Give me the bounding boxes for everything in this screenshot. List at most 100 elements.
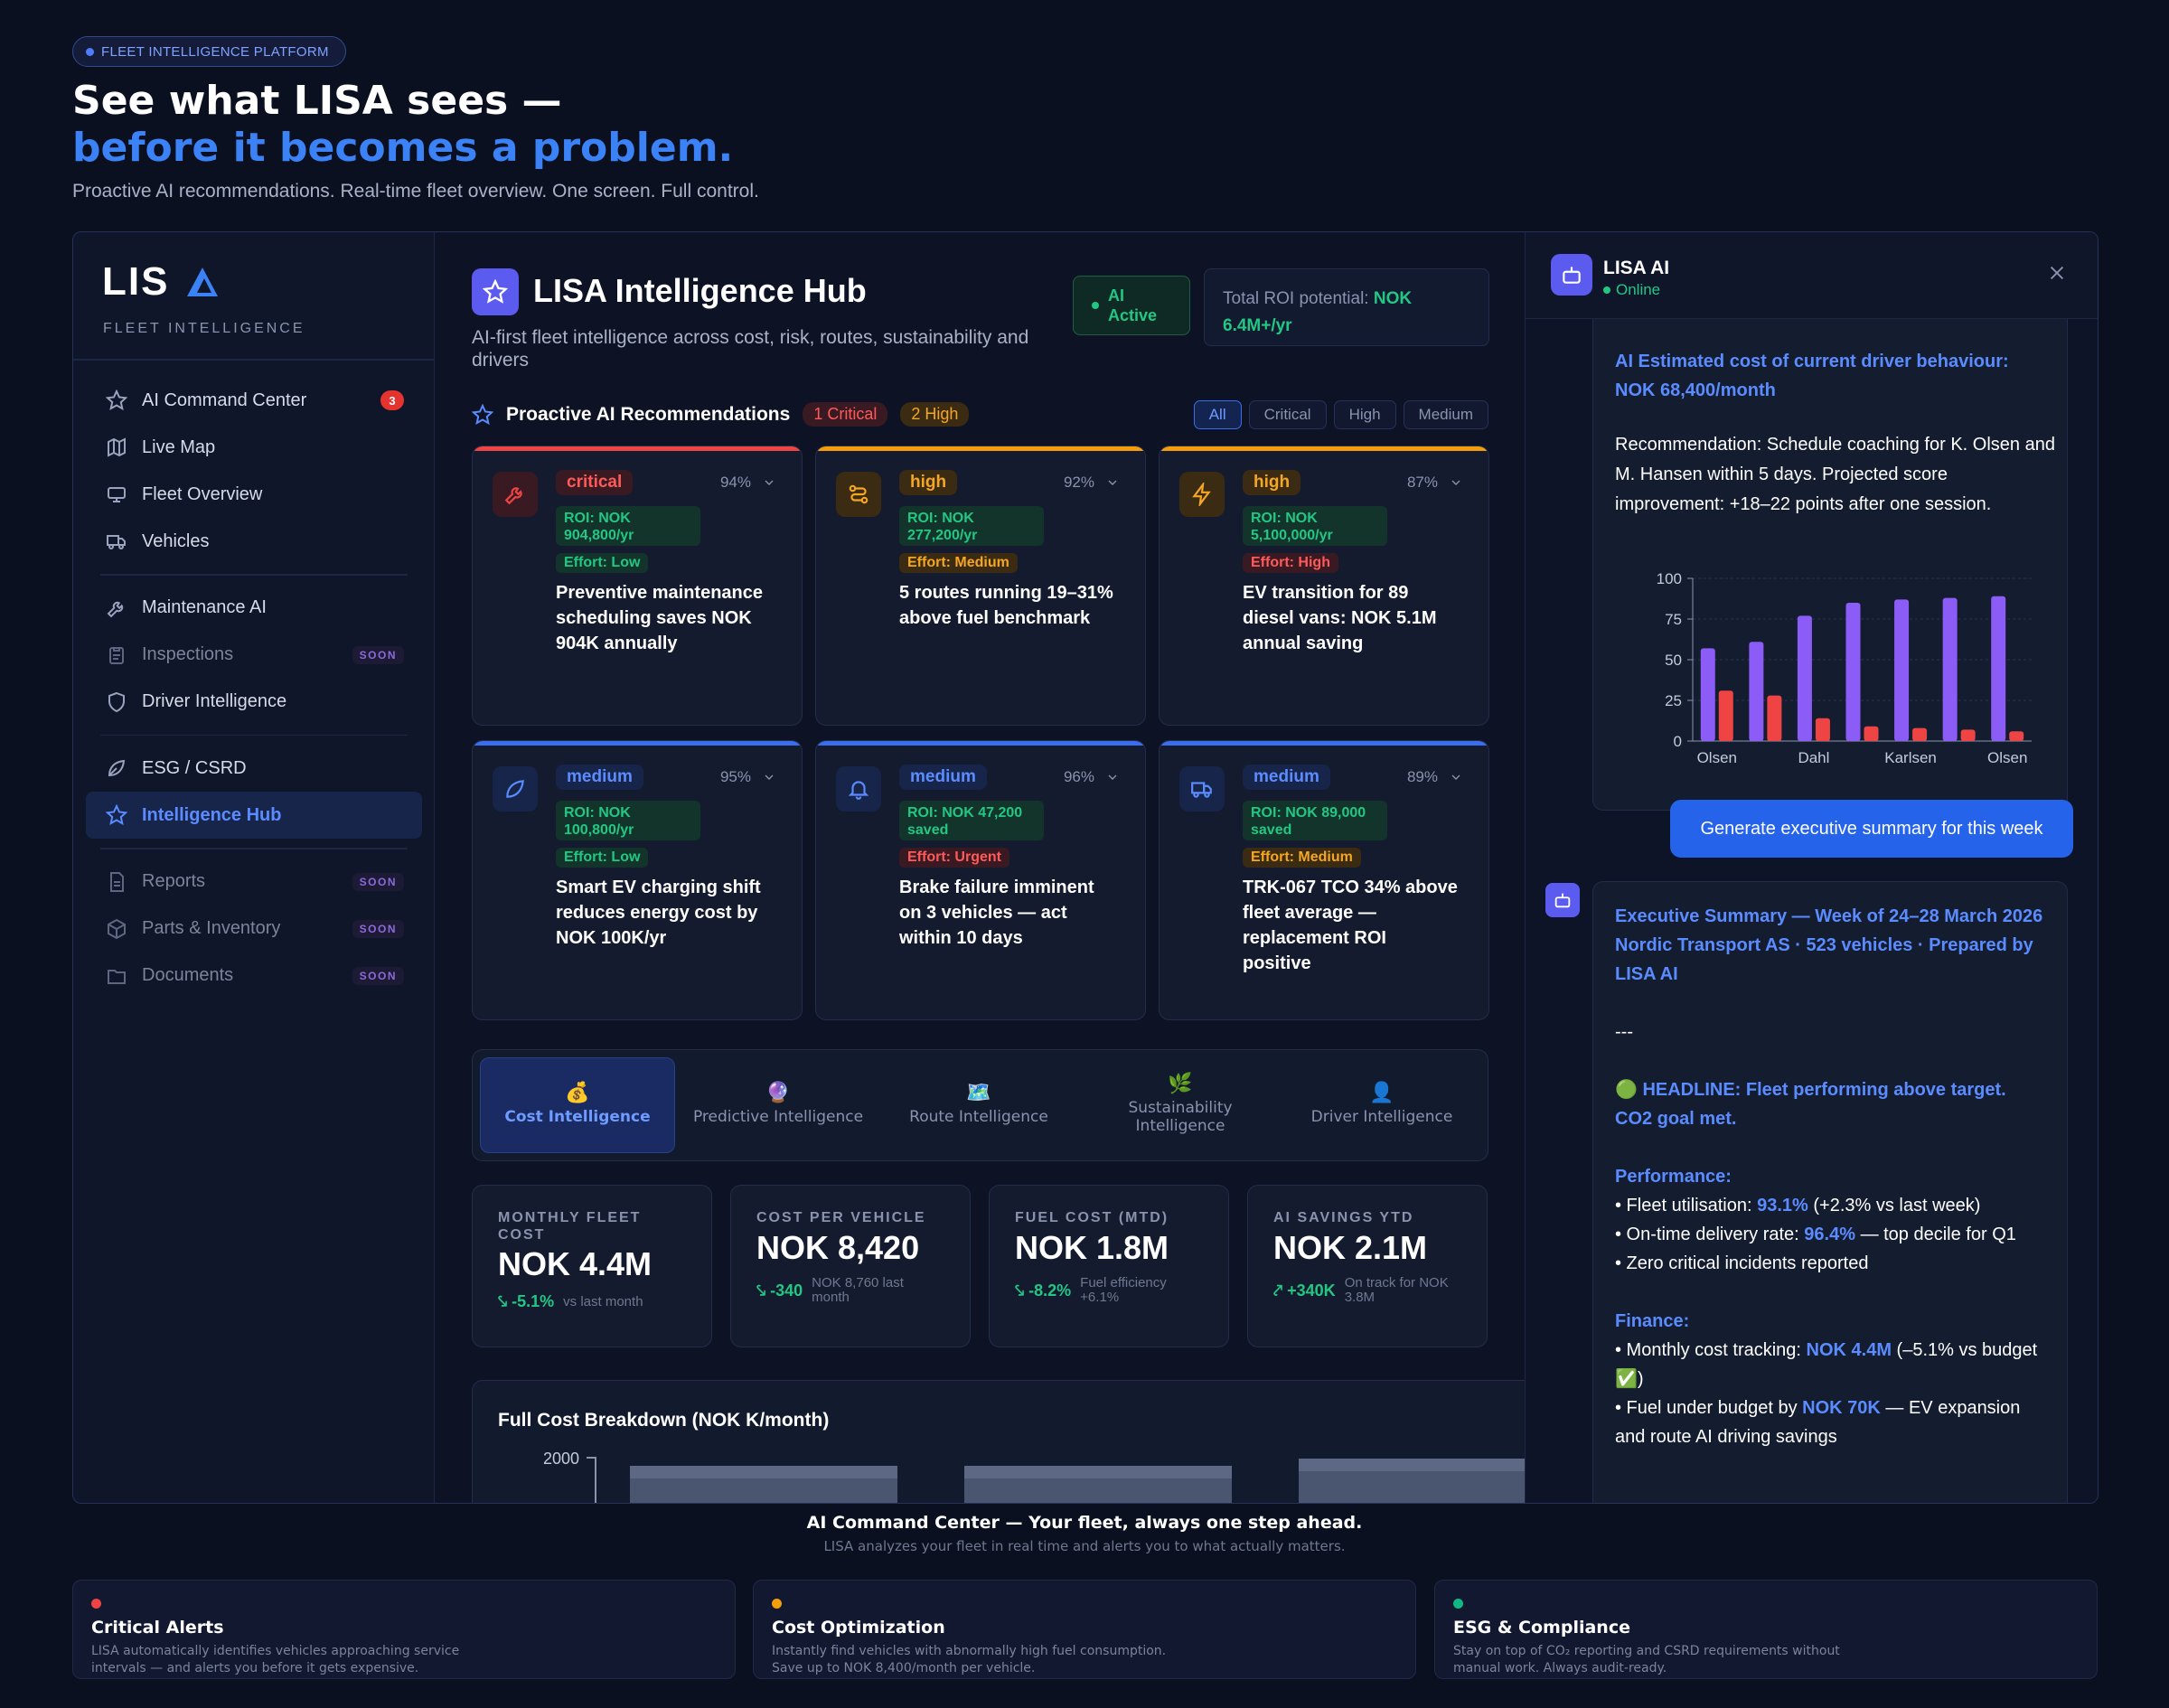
recommendation-text: Brake failure imminent on 3 vehicles — a… bbox=[899, 877, 1094, 948]
nav-divider bbox=[100, 574, 408, 576]
hub-star-icon bbox=[472, 268, 519, 315]
robot-icon bbox=[1551, 254, 1592, 296]
recommendation-card[interactable]: high 92% ROI: NOK 277,200/yr Effort: Med… bbox=[815, 446, 1146, 726]
truck-icon bbox=[104, 529, 129, 554]
severity-badge: medium bbox=[899, 765, 987, 790]
kpi-ai-savings-ytd: AI SAVINGS YTD NOK 2.1M ⤤ +340K On track … bbox=[1247, 1185, 1488, 1347]
chevron-down-icon bbox=[1108, 480, 1117, 485]
sidebar-item-parts-inventory[interactable]: Parts & Inventory SOON bbox=[86, 906, 422, 953]
orange-dot bbox=[772, 1599, 782, 1609]
bar bbox=[1894, 599, 1910, 741]
recommendation-text: 5 routes running 19–31% above fuel bench… bbox=[899, 583, 1113, 628]
cost-breakdown-chart: Full Cost Breakdown (NOK K/month) 2000 bbox=[472, 1380, 1566, 1503]
confidence[interactable]: 94% bbox=[720, 474, 776, 492]
confidence[interactable]: 96% bbox=[1064, 768, 1120, 786]
file-icon bbox=[104, 869, 129, 895]
filter-medium[interactable]: Medium bbox=[1403, 400, 1488, 429]
sidebar-item-maintenance-ai[interactable]: Maintenance AI bbox=[86, 585, 422, 632]
roi-badge: ROI: NOK 89,000 saved bbox=[1243, 801, 1387, 840]
app-window: LIS FLEET INTELLIGENCE AI Command Center… bbox=[72, 231, 2099, 1504]
status-dot bbox=[1092, 302, 1099, 309]
breakdown-bar bbox=[1299, 1459, 1566, 1503]
sidebar-item-fleet-overview[interactable]: Fleet Overview bbox=[86, 471, 422, 518]
bar bbox=[1767, 695, 1782, 741]
severity-bar bbox=[473, 741, 802, 746]
tab-sustainability-intelligence[interactable]: 🌿 Sustainability Intelligence bbox=[1128, 1073, 1233, 1136]
sidebar-item-reports[interactable]: Reports SOON bbox=[86, 859, 422, 906]
soon-badge: SOON bbox=[352, 645, 404, 664]
sidebar-item-ai-command-center[interactable]: AI Command Center 3 bbox=[86, 377, 422, 424]
bar bbox=[1845, 603, 1861, 741]
herb-icon: 🌿 bbox=[1168, 1073, 1193, 1095]
severity-bar bbox=[816, 446, 1145, 451]
person-icon: 👤 bbox=[1369, 1082, 1394, 1104]
sidebar-item-vehicles[interactable]: Vehicles bbox=[86, 518, 422, 565]
filter-critical[interactable]: Critical bbox=[1248, 400, 1327, 429]
generate-summary-button[interactable]: Generate executive summary for this week bbox=[1670, 800, 2073, 858]
tab-driver-intelligence[interactable]: 👤 Driver Intelligence bbox=[1310, 1082, 1453, 1127]
effort-badge: Effort: Medium bbox=[899, 553, 1018, 573]
recommendation-card[interactable]: medium 89% ROI: NOK 89,000 saved Effort:… bbox=[1159, 740, 1489, 1020]
online-status: Online bbox=[1603, 281, 1660, 299]
status-dot bbox=[1603, 286, 1610, 294]
bar bbox=[2009, 731, 2024, 741]
sidebar-item-live-map[interactable]: Live Map bbox=[86, 424, 422, 471]
route-icon bbox=[836, 472, 881, 517]
severity-badge: high bbox=[1243, 470, 1301, 495]
sidebar-item-esg-csrd[interactable]: ESG / CSRD bbox=[86, 745, 422, 792]
soon-badge: SOON bbox=[352, 872, 404, 891]
y-tick-label: 50 bbox=[1665, 652, 1682, 669]
trend-down-icon: ⤥ -340 bbox=[756, 1281, 803, 1300]
sidebar-item-intelligence-hub[interactable]: Intelligence Hub bbox=[86, 792, 422, 839]
high-count-badge: 2 High bbox=[900, 402, 970, 427]
y-tick-label: 100 bbox=[1657, 570, 1682, 587]
tab-cost-intelligence[interactable]: 💰 Cost Intelligence bbox=[480, 1057, 675, 1153]
tab-predictive-intelligence[interactable]: 🔮 Predictive Intelligence bbox=[692, 1082, 864, 1127]
logo: LIS bbox=[102, 259, 219, 305]
bar bbox=[1718, 690, 1733, 741]
recommendation-card[interactable]: medium 96% ROI: NOK 47,200 saved Effort:… bbox=[815, 740, 1146, 1020]
confidence[interactable]: 87% bbox=[1407, 474, 1463, 492]
confidence[interactable]: 92% bbox=[1064, 474, 1120, 492]
map-icon: 🗺️ bbox=[966, 1082, 991, 1104]
effort-badge: Effort: Medium bbox=[1243, 848, 1361, 868]
severity-badge: high bbox=[899, 470, 958, 495]
confidence[interactable]: 89% bbox=[1407, 768, 1463, 786]
feature-card-esg-compliance: ESG & Compliance Stay on top of CO₂ repo… bbox=[1434, 1580, 2098, 1679]
recommendation-card[interactable]: critical 94% ROI: NOK 904,800/yr Effort:… bbox=[472, 446, 803, 726]
bar bbox=[1815, 718, 1830, 741]
sidebar-item-documents[interactable]: Documents SOON bbox=[86, 953, 422, 999]
filter-all[interactable]: All bbox=[1193, 400, 1242, 429]
trend-down-icon: ⤥ -5.1% bbox=[498, 1292, 555, 1310]
breakdown-bar bbox=[630, 1466, 897, 1503]
bell-icon bbox=[836, 766, 881, 812]
logo-a-icon bbox=[187, 267, 219, 296]
roi-potential: Total ROI potential: NOK 6.4M+/yr bbox=[1204, 268, 1489, 346]
breakdown-bar bbox=[964, 1466, 1232, 1503]
driver-score-chart: 0 25 50 75 100 Olsen Dahl Karlsen Olsen bbox=[1657, 570, 2032, 766]
tab-route-intelligence[interactable]: 🗺️ Route Intelligence bbox=[909, 1082, 1048, 1127]
sidebar-item-inspections[interactable]: Inspections SOON bbox=[86, 632, 422, 679]
alert-count-badge: 3 bbox=[380, 390, 404, 410]
bar bbox=[1960, 729, 1976, 741]
recommendation-card[interactable]: high 87% ROI: NOK 5,100,000/yr Effort: H… bbox=[1159, 446, 1489, 726]
kpi-cost-per-vehicle: COST PER VEHICLE NOK 8,420 ⤥ -340 NOK 8,7… bbox=[730, 1185, 971, 1347]
lisa-chat-panel: AI Estimated cost of current driver beha… bbox=[1525, 232, 2098, 1503]
severity-bar bbox=[816, 741, 1145, 746]
bar bbox=[1700, 648, 1715, 741]
footer-subtitle: LISA analyzes your fleet in real time an… bbox=[823, 1538, 1346, 1554]
page-subtitle: AI-first fleet intelligence across cost,… bbox=[472, 327, 1029, 371]
wrench-icon bbox=[104, 596, 129, 621]
filter-high[interactable]: High bbox=[1333, 400, 1396, 429]
severity-filters: All Critical High Medium bbox=[1193, 400, 1488, 429]
close-icon[interactable] bbox=[2047, 263, 2067, 283]
severity-bar bbox=[473, 446, 802, 451]
box-icon bbox=[104, 916, 129, 942]
y-tick-label: 75 bbox=[1665, 611, 1682, 628]
ai-message: AI Estimated cost of current driver beha… bbox=[1592, 268, 2068, 811]
x-tick-label: Olsen bbox=[1697, 749, 1737, 766]
sidebar-item-driver-intelligence[interactable]: Driver Intelligence bbox=[86, 679, 422, 726]
recommendation-card[interactable]: medium 95% ROI: NOK 100,800/yr Effort: L… bbox=[472, 740, 803, 1020]
star-icon bbox=[104, 388, 129, 413]
confidence[interactable]: 95% bbox=[720, 768, 776, 786]
